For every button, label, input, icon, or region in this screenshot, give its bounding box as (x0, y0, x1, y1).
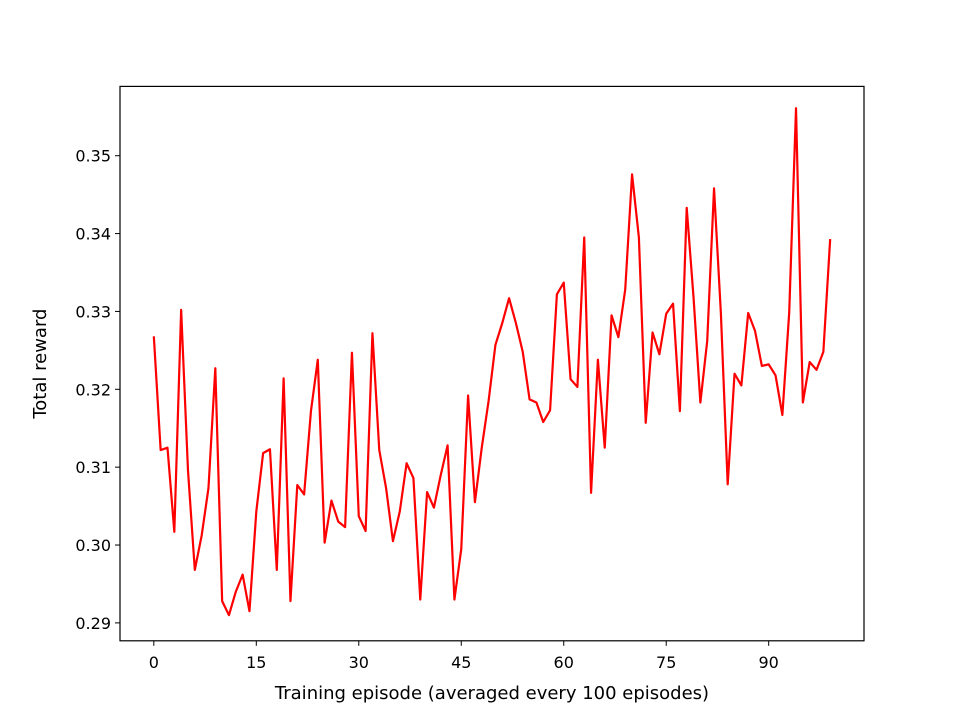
x-tick-label: 75 (656, 653, 676, 672)
y-axis-label: Total reward (30, 309, 51, 420)
series-layer (152, 107, 832, 617)
x-tick-label: 30 (349, 653, 369, 672)
x-axis-label: Training episode (averaged every 100 epi… (274, 683, 709, 704)
y-tick-label: 0.29 (75, 614, 111, 633)
x-tick-label: 0 (149, 653, 159, 672)
x-tick-label: 15 (246, 653, 266, 672)
series-line (152, 107, 832, 617)
x-tick-label: 60 (554, 653, 574, 672)
y-tick-label: 0.31 (75, 458, 111, 477)
x-tick-label: 45 (451, 653, 471, 672)
x-tick-label: 90 (759, 653, 779, 672)
y-tick-label: 0.30 (75, 536, 111, 555)
y-tick-label: 0.35 (75, 147, 111, 166)
y-tick-label: 0.32 (75, 380, 111, 399)
y-tick-label: 0.33 (75, 302, 111, 321)
y-tick-label: 0.34 (75, 225, 111, 244)
ticks-layer: 0 15 30 45 60 75 90 0.29 0.30 0.31 0.32 0.33 0.34 0.3… (75, 147, 778, 672)
plot-frame (119, 85, 865, 642)
